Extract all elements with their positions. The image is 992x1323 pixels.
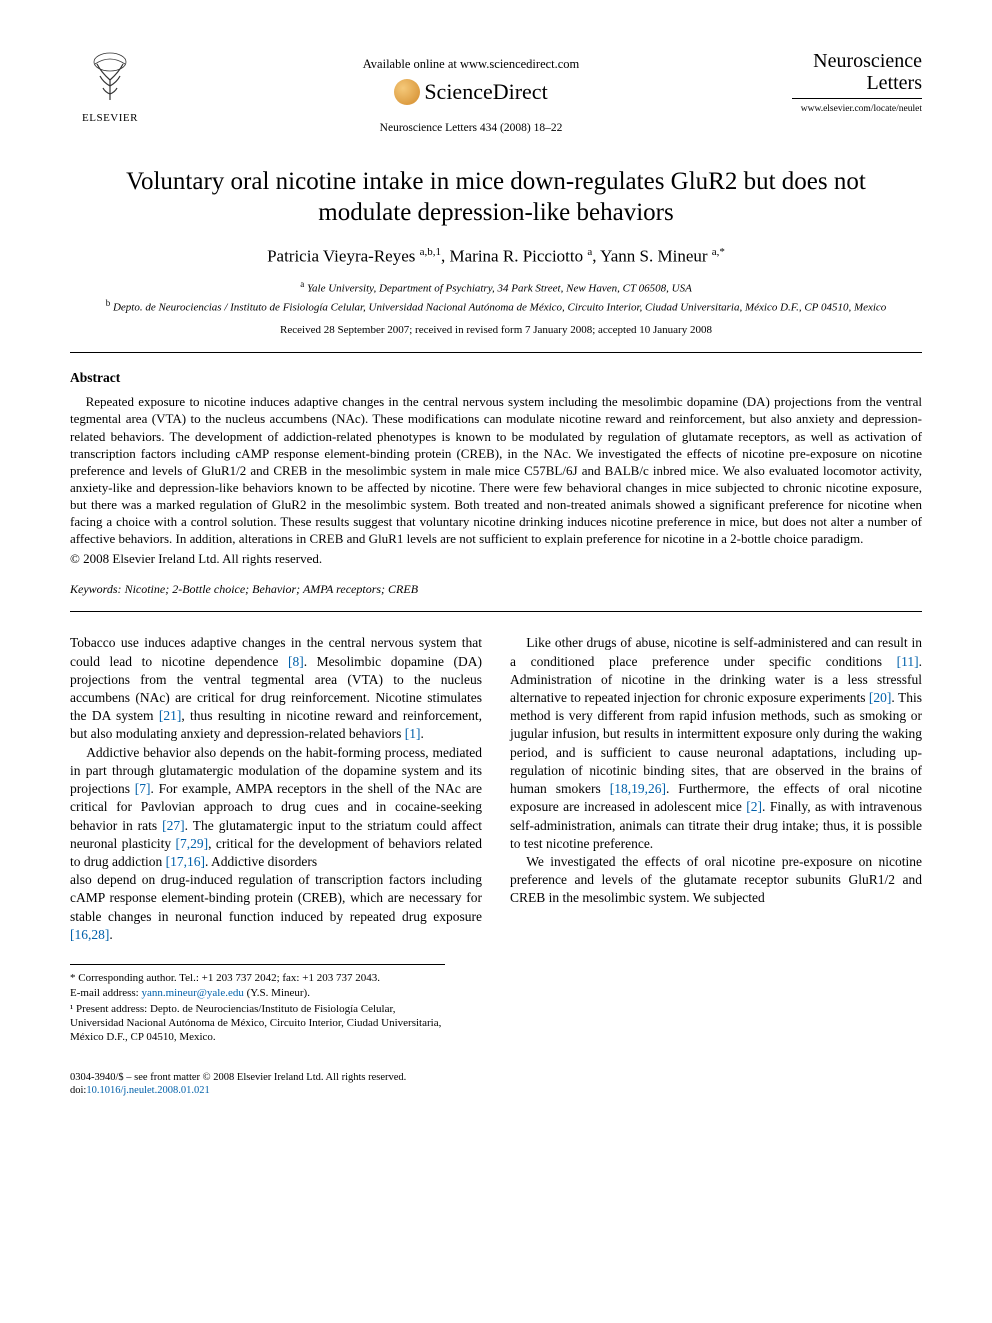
citation-line: Neuroscience Letters 434 (2008) 18–22: [150, 121, 792, 137]
abstract-text: Repeated exposure to nicotine induces ad…: [70, 393, 922, 547]
corresponding-author: * Corresponding author. Tel.: +1 203 737…: [70, 971, 445, 985]
publisher-name: ELSEVIER: [70, 111, 150, 126]
article-title: Voluntary oral nicotine intake in mice d…: [110, 166, 882, 229]
journal-block: Neuroscience Letters www.elsevier.com/lo…: [792, 50, 922, 116]
present-address: ¹ Present address: Depto. de Neurocienci…: [70, 1002, 445, 1045]
journal-header: ELSEVIER Available online at www.science…: [70, 50, 922, 136]
doi-link[interactable]: 10.1016/j.neulet.2008.01.021: [86, 1085, 209, 1096]
citation-link[interactable]: [17,16]: [166, 854, 205, 869]
body-para: Like other drugs of abuse, nicotine is s…: [510, 634, 922, 853]
email-line: E-mail address: yann.mineur@yale.edu (Y.…: [70, 986, 445, 1000]
doi-label: doi:: [70, 1085, 86, 1096]
email-link[interactable]: yann.mineur@yale.edu: [141, 987, 243, 999]
keywords-label: Keywords:: [70, 582, 122, 596]
sciencedirect-name: ScienceDirect: [424, 77, 547, 107]
abstract-copyright: © 2008 Elsevier Ireland Ltd. All rights …: [70, 550, 922, 568]
citation-link[interactable]: [21]: [159, 708, 182, 723]
citation-link[interactable]: [7,29]: [175, 836, 208, 851]
journal-title: Neuroscience Letters: [792, 50, 922, 99]
citation-link[interactable]: [27]: [162, 818, 185, 833]
header-center: Available online at www.sciencedirect.co…: [150, 50, 792, 136]
citation-link[interactable]: [1]: [405, 726, 421, 741]
footer-meta: 0304-3940/$ – see front matter © 2008 El…: [70, 1071, 922, 1098]
doi-line: doi:10.1016/j.neulet.2008.01.021: [70, 1084, 922, 1098]
sciencedirect-orb-icon: [394, 79, 420, 105]
sciencedirect-logo: ScienceDirect: [394, 77, 547, 107]
affiliations: a Yale University, Department of Psychia…: [70, 278, 922, 315]
body-para: Addictive behavior also depends on the h…: [70, 744, 482, 872]
footnotes: * Corresponding author. Tel.: +1 203 737…: [70, 964, 445, 1044]
citation-link[interactable]: [18,19,26]: [610, 781, 666, 796]
email-owner: (Y.S. Mineur).: [247, 987, 310, 999]
keywords-line: Keywords: Nicotine; 2-Bottle choice; Beh…: [70, 581, 922, 597]
body-para: We investigated the effects of oral nico…: [510, 853, 922, 908]
body-para: also depend on drug-induced regulation o…: [70, 871, 482, 944]
citation-link[interactable]: [7]: [135, 781, 151, 796]
rule-bottom: [70, 611, 922, 612]
citation-link[interactable]: [20]: [869, 690, 892, 705]
abstract-heading: Abstract: [70, 369, 922, 387]
article-dates: Received 28 September 2007; received in …: [70, 323, 922, 338]
authors-line: Patricia Vieyra-Reyes a,b,1, Marina R. P…: [70, 245, 922, 269]
journal-url: www.elsevier.com/locate/neulet: [792, 103, 922, 116]
citation-link[interactable]: [16,28]: [70, 927, 109, 942]
publisher-logo: ELSEVIER: [70, 50, 150, 125]
citation-link[interactable]: [8]: [288, 654, 304, 669]
issn-line: 0304-3940/$ – see front matter © 2008 El…: [70, 1071, 922, 1085]
available-online-text: Available online at www.sciencedirect.co…: [150, 56, 792, 73]
article-body: Tobacco use induces adaptive changes in …: [70, 634, 922, 944]
elsevier-tree-icon: [83, 50, 137, 104]
keywords-list: Nicotine; 2-Bottle choice; Behavior; AMP…: [125, 582, 418, 596]
citation-link[interactable]: [11]: [897, 654, 919, 669]
citation-link[interactable]: [2]: [746, 799, 762, 814]
abstract-section: Abstract Repeated exposure to nicotine i…: [70, 369, 922, 567]
rule-top: [70, 352, 922, 353]
body-para: Tobacco use induces adaptive changes in …: [70, 634, 482, 743]
email-label: E-mail address:: [70, 987, 139, 999]
